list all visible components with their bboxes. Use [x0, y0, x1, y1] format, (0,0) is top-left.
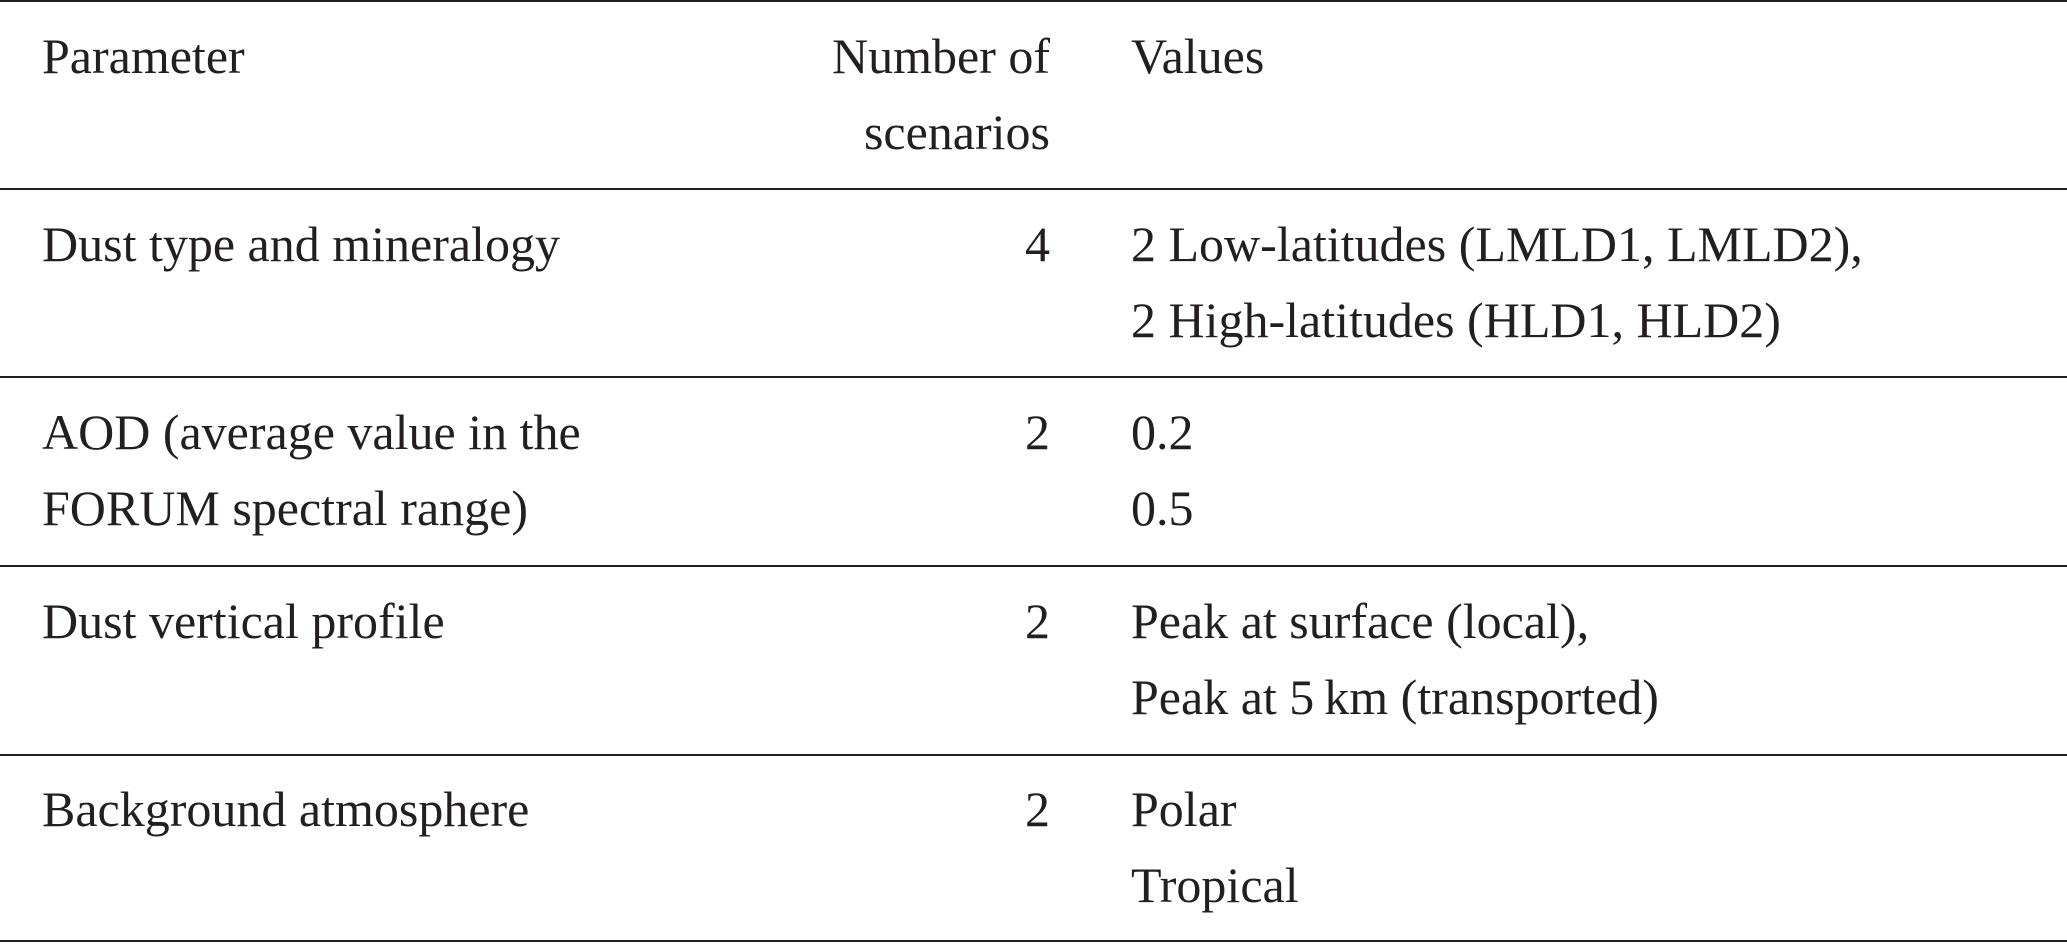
row-values: 0.2 0.5: [1131, 394, 1194, 546]
row-number: 2: [1025, 394, 1050, 470]
header-number-of-scenarios: Number of scenarios: [832, 18, 1050, 170]
row-value-line: 0.2: [1131, 404, 1194, 460]
row-number: 2: [1025, 771, 1050, 847]
row-parameter: AOD (average value in the FORUM spectral…: [42, 394, 581, 546]
row-value-line: 0.5: [1131, 480, 1194, 536]
row-number: 4: [1025, 206, 1050, 282]
header-number-line1: Number of: [832, 28, 1050, 84]
row-number-text: 4: [1025, 216, 1050, 272]
row-parameter-line: Background atmosphere: [42, 781, 530, 837]
row-parameter-line: Dust vertical profile: [42, 593, 445, 649]
row-values: Peak at surface (local), Peak at 5 km (t…: [1131, 583, 1659, 735]
row-value-line: 2 Low-latitudes (LMLD1, LMLD2),: [1131, 216, 1863, 272]
row-number-text: 2: [1025, 781, 1050, 837]
header-values-text: Values: [1131, 28, 1265, 84]
row-value-line: Tropical: [1131, 857, 1299, 913]
row-parameter-line: AOD (average value in the: [42, 404, 581, 460]
row-rule: [0, 565, 2067, 567]
row-value-line: Peak at surface (local),: [1131, 593, 1590, 649]
header-parameter: Parameter: [42, 18, 245, 94]
row-parameter: Dust vertical profile: [42, 583, 445, 659]
bottom-rule: [0, 940, 2067, 942]
row-value-line: 2 High-latitudes (HLD1, HLD2): [1131, 292, 1781, 348]
row-parameter: Dust type and mineralogy: [42, 206, 560, 282]
row-values: Polar Tropical: [1131, 771, 1299, 923]
header-rule: [0, 188, 2067, 190]
row-parameter: Background atmosphere: [42, 771, 529, 847]
row-values: 2 Low-latitudes (LMLD1, LMLD2), 2 High-l…: [1131, 206, 1863, 358]
row-number: 2: [1025, 583, 1050, 659]
header-parameter-text: Parameter: [42, 28, 245, 84]
row-parameter-line: FORUM spectral range): [42, 480, 528, 536]
header-values: Values: [1131, 18, 1264, 94]
row-number-text: 2: [1025, 593, 1050, 649]
top-rule: [0, 0, 2067, 2]
row-number-text: 2: [1025, 404, 1050, 460]
header-number-line2: scenarios: [863, 104, 1050, 160]
row-value-line: Polar: [1131, 781, 1237, 837]
row-rule: [0, 754, 2067, 756]
row-rule: [0, 376, 2067, 378]
row-parameter-line: Dust type and mineralogy: [42, 216, 560, 272]
row-value-line: Peak at 5 km (transported): [1131, 669, 1659, 725]
